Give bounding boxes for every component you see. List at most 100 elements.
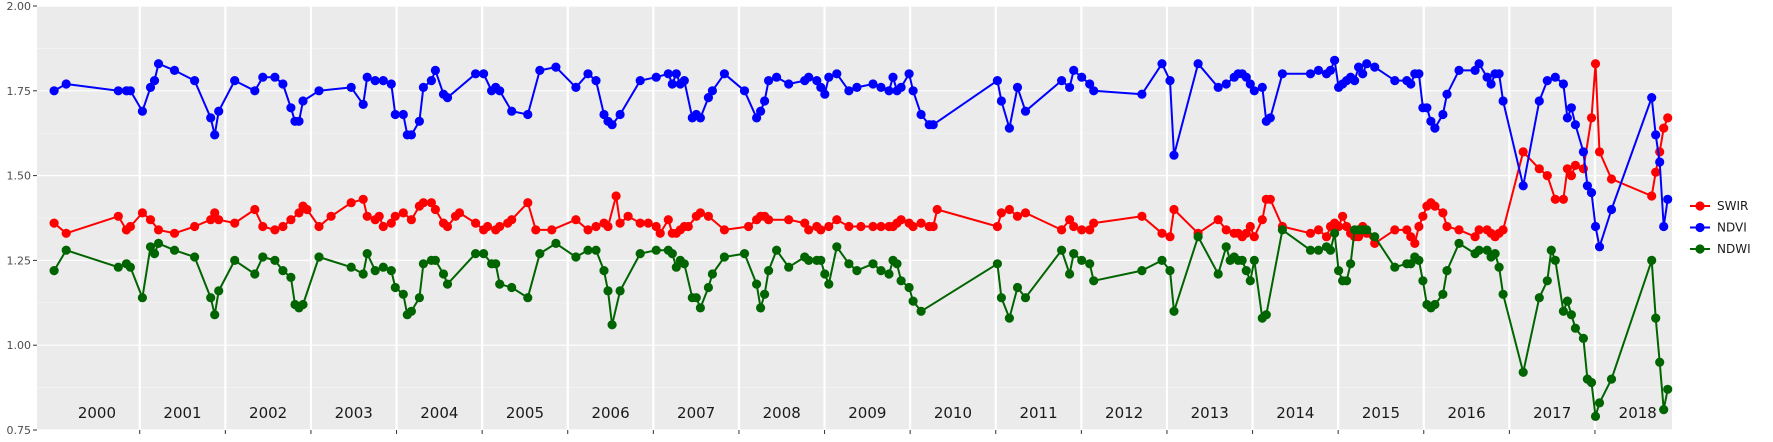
data-point-ndvi xyxy=(206,113,216,123)
data-point-swir xyxy=(1221,225,1231,235)
data-point-ndvi xyxy=(756,106,766,116)
data-point-ndwi xyxy=(378,262,388,272)
data-point-swir xyxy=(928,221,938,232)
data-point-ndvi xyxy=(1354,62,1364,72)
data-point-ndvi xyxy=(1085,79,1095,89)
data-point-swir xyxy=(1534,164,1544,174)
data-point-swir xyxy=(856,221,866,232)
data-point-swir xyxy=(294,208,304,218)
data-point-ndvi xyxy=(370,76,380,86)
data-point-ndvi xyxy=(190,76,200,86)
data-point-swir xyxy=(1241,228,1251,238)
data-point-swir xyxy=(1004,204,1015,215)
data-point-ndwi xyxy=(667,249,677,259)
data-point-swir xyxy=(1165,232,1175,242)
data-point-ndwi xyxy=(1334,266,1344,276)
data-point-ndvi xyxy=(824,72,834,82)
data-point-ndvi xyxy=(1330,55,1340,65)
data-point-swir xyxy=(1321,232,1332,242)
data-point-swir xyxy=(547,225,557,235)
data-point-ndvi xyxy=(764,76,774,86)
data-point-ndwi xyxy=(1655,357,1665,367)
year-label: 2002 xyxy=(249,404,287,422)
data-point-swir xyxy=(1562,164,1572,174)
data-point-swir xyxy=(1249,232,1259,242)
data-point-ndvi xyxy=(1157,59,1167,69)
data-point-ndwi xyxy=(1325,245,1336,255)
year-label: 2011 xyxy=(1019,404,1057,422)
legend-item-ndvi: NDVI xyxy=(1690,221,1747,235)
data-point-ndwi xyxy=(61,245,71,255)
data-point-ndvi xyxy=(1362,59,1372,69)
data-point-ndvi xyxy=(812,76,822,86)
data-point-swir xyxy=(583,225,593,235)
data-point-swir xyxy=(1418,211,1428,221)
series-swir xyxy=(49,59,1673,248)
data-point-ndvi xyxy=(992,76,1003,86)
data-point-ndvi xyxy=(406,130,416,140)
data-point-swir xyxy=(346,198,356,208)
data-point-swir xyxy=(1338,211,1348,221)
data-point-ndwi xyxy=(346,262,356,272)
data-point-ndwi xyxy=(1390,262,1400,272)
data-point-ndwi xyxy=(868,259,878,269)
data-point-ndvi xyxy=(1594,242,1605,252)
data-point-swir xyxy=(1438,208,1448,218)
data-point-ndvi xyxy=(145,82,156,92)
data-point-swir xyxy=(1542,171,1552,181)
data-point-ndwi xyxy=(1430,299,1440,310)
data-point-ndwi xyxy=(904,282,914,293)
data-point-ndvi xyxy=(896,82,906,92)
data-point-ndvi xyxy=(1442,89,1452,99)
data-point-swir xyxy=(454,208,465,218)
data-point-ndvi xyxy=(230,76,240,86)
data-point-ndvi xyxy=(298,96,308,106)
data-point-ndvi xyxy=(1426,116,1436,126)
data-point-ndvi xyxy=(471,69,481,79)
data-point-ndvi xyxy=(663,69,673,79)
data-point-swir xyxy=(483,221,493,232)
data-point-ndwi xyxy=(992,259,1003,269)
data-point-ndwi xyxy=(1546,245,1556,255)
data-point-swir xyxy=(623,211,633,221)
year-label: 2006 xyxy=(591,404,629,422)
data-point-swir xyxy=(113,211,123,221)
data-point-ndwi xyxy=(876,266,886,276)
data-point-ndwi xyxy=(137,293,147,303)
data-point-ndvi xyxy=(615,109,625,120)
data-point-ndwi xyxy=(1020,293,1031,303)
data-point-ndvi xyxy=(1578,147,1588,157)
data-point-swir xyxy=(804,225,814,235)
year-label: 2013 xyxy=(1191,404,1229,422)
data-point-ndvi xyxy=(1651,130,1661,140)
data-point-swir xyxy=(764,215,774,225)
data-point-swir xyxy=(1498,225,1508,235)
data-point-ndwi xyxy=(1165,266,1175,276)
data-point-swir xyxy=(1651,167,1661,177)
data-point-ndvi xyxy=(1065,82,1075,92)
year-label: 2001 xyxy=(163,404,201,422)
data-point-ndvi xyxy=(868,79,878,89)
data-point-swir xyxy=(406,215,416,225)
data-point-ndwi xyxy=(479,249,489,259)
data-point-ndwi xyxy=(1518,367,1528,377)
data-point-ndwi xyxy=(398,289,408,299)
data-point-ndwi xyxy=(1157,255,1167,265)
data-point-ndwi xyxy=(635,249,645,259)
data-point-swir xyxy=(523,198,533,208)
data-point-ndwi xyxy=(1482,245,1492,255)
data-point-swir xyxy=(471,218,481,228)
data-point-ndvi xyxy=(346,82,356,92)
data-point-swir xyxy=(1020,208,1031,218)
year-label: 2007 xyxy=(677,404,715,422)
data-point-ndwi xyxy=(1261,310,1271,320)
data-point-ndwi xyxy=(1558,306,1568,316)
data-point-ndwi xyxy=(1498,289,1508,299)
data-point-ndwi xyxy=(1277,225,1287,235)
data-point-swir xyxy=(1570,160,1580,170)
data-point-ndvi xyxy=(507,106,517,116)
data-point-ndwi xyxy=(314,252,324,262)
data-point-ndwi xyxy=(703,282,714,293)
data-point-swir xyxy=(1430,201,1440,211)
data-point-ndvi xyxy=(1350,76,1360,86)
